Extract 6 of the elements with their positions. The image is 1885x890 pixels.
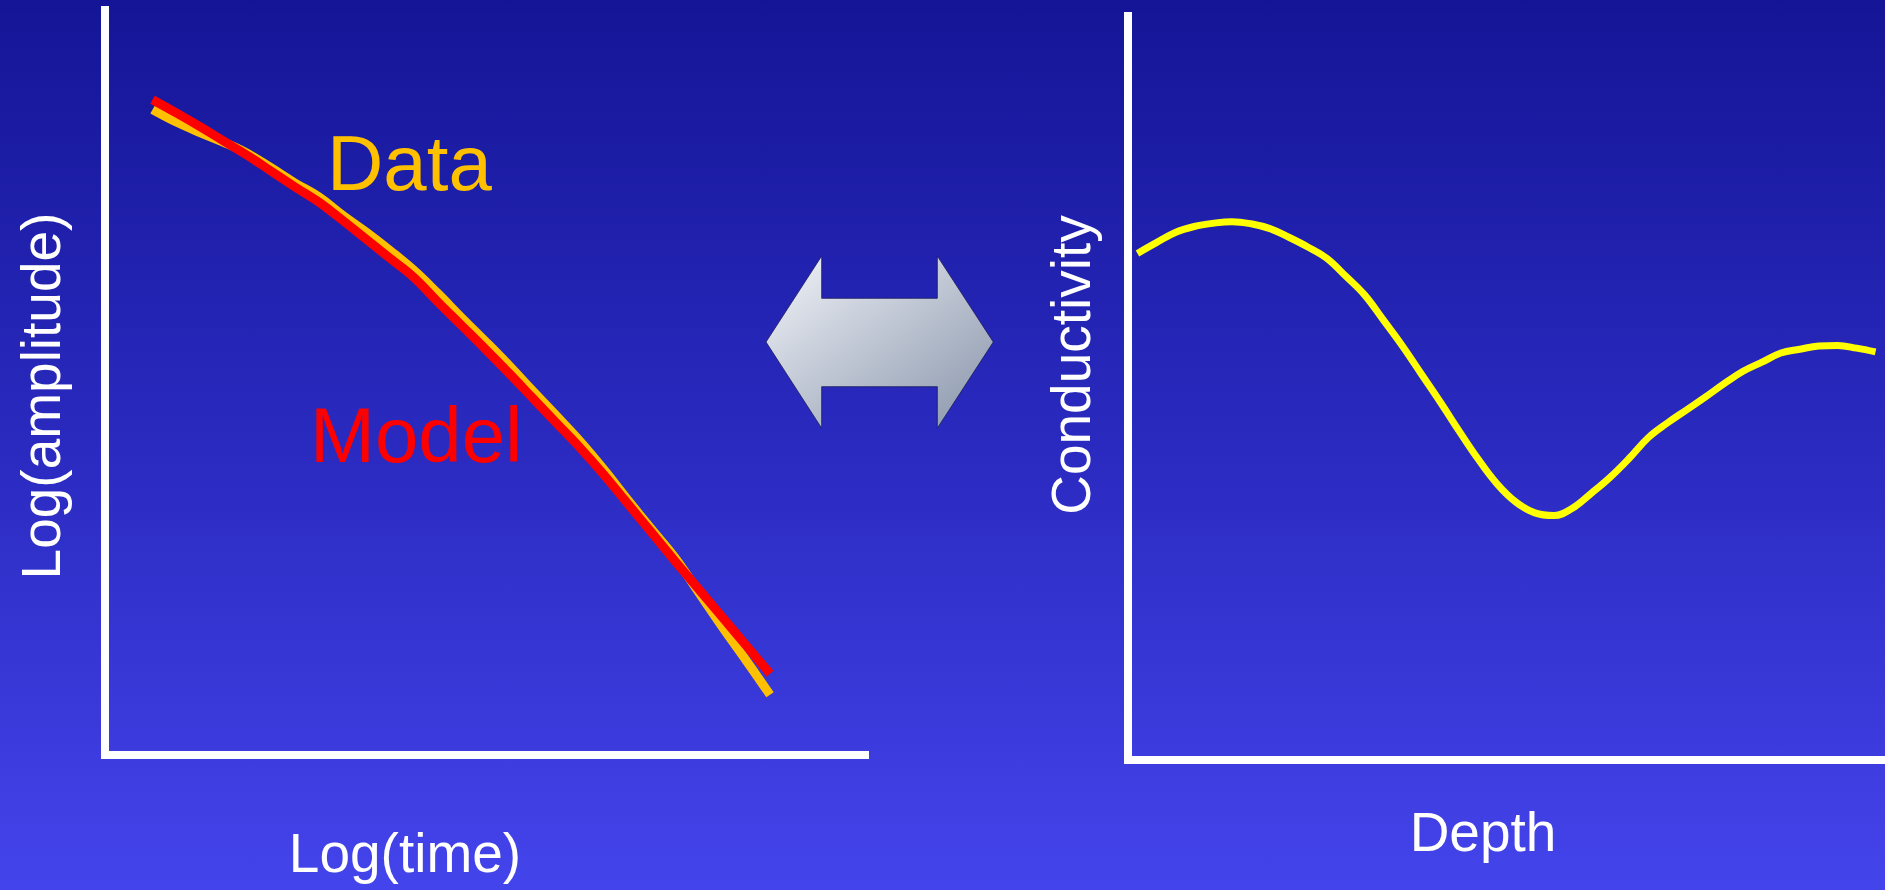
- y-axis-title: Log(amplitude): [10, 212, 72, 580]
- series-label: Model: [310, 391, 523, 479]
- y-axis-title: Conductivity: [1040, 214, 1102, 515]
- x-axis-title: Log(time): [288, 822, 522, 884]
- x-axis-title: Depth: [1409, 801, 1557, 863]
- series-label: Data: [327, 119, 493, 207]
